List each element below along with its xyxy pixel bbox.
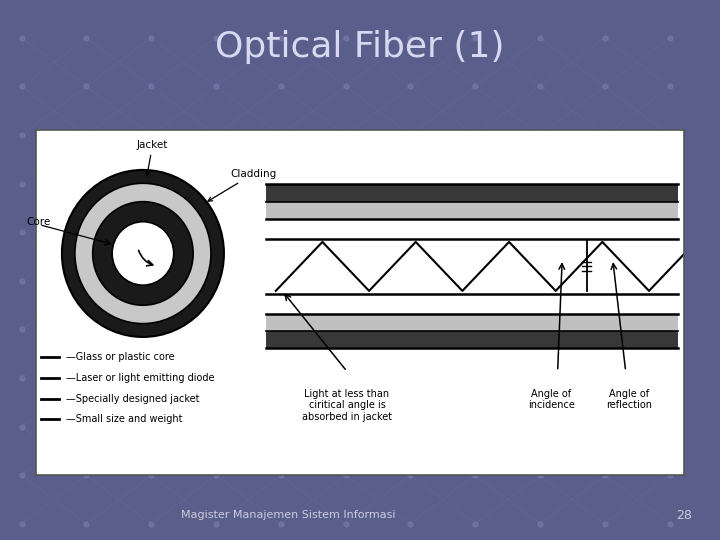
Ellipse shape <box>75 183 211 323</box>
Text: Jacket: Jacket <box>137 140 168 176</box>
Bar <box>266 331 678 348</box>
Text: —Small size and weight: —Small size and weight <box>66 414 182 424</box>
Text: Magister Manajemen Sistem Informasi: Magister Manajemen Sistem Informasi <box>181 510 395 521</box>
Text: Angle of
incidence: Angle of incidence <box>528 389 575 410</box>
Text: —Glass or plastic core: —Glass or plastic core <box>66 352 174 362</box>
Text: Cladding: Cladding <box>208 169 276 201</box>
Text: Core: Core <box>26 217 50 227</box>
Bar <box>266 314 678 331</box>
Text: Angle of
reflection: Angle of reflection <box>606 389 652 410</box>
Bar <box>266 201 678 219</box>
Ellipse shape <box>62 170 224 337</box>
Ellipse shape <box>112 222 174 285</box>
Text: —Specially designed jacket: —Specially designed jacket <box>66 394 199 403</box>
Text: Light at less than
ciritical angle is
absorbed in jacket: Light at less than ciritical angle is ab… <box>302 389 392 422</box>
Bar <box>266 184 678 201</box>
Ellipse shape <box>93 201 193 305</box>
Text: —Laser or light emitting diode: —Laser or light emitting diode <box>66 373 215 383</box>
Text: 28: 28 <box>676 509 692 522</box>
Text: Optical Fiber (1): Optical Fiber (1) <box>215 30 505 64</box>
